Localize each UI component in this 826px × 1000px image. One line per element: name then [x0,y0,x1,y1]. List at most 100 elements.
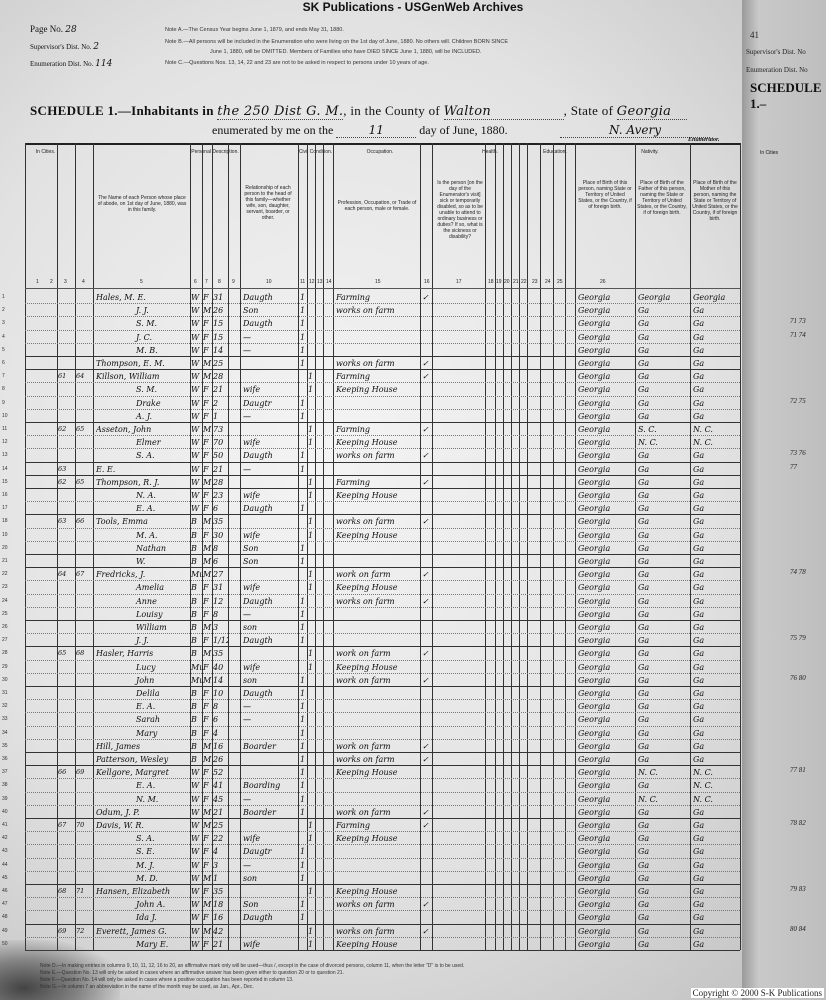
color: B [191,755,197,764]
person-name: Ida J. [136,913,157,923]
table-row: 20 Nathan B M 8 Son 1 Georgia Ga Ga [0,542,742,555]
person-name: Louisy [136,609,163,619]
column-rule [315,143,316,950]
occupation: works on farm [336,517,395,527]
relationship: wife [243,491,261,500]
person-name: Sarah [136,715,160,725]
age: 15 [213,332,224,342]
table-row: 21 W. B M 6 Son 1 Georgia Ga Ga [0,555,742,568]
unemployed-mark: ✓ [422,675,429,685]
age: 14 [213,675,224,685]
dwelling-number: 64 [58,570,67,579]
enumerator-label: Enumerator. [688,137,720,143]
occupation: works on farm [336,926,395,936]
column-rule [740,143,741,950]
column-number: 14 [326,279,332,285]
age: 27 [213,570,224,580]
row-rule [25,382,740,384]
sex: F [203,345,209,355]
color: W [191,939,200,949]
single-mark: 1 [300,451,306,461]
sex: M [203,821,212,830]
mother-birthplace: N. C. [693,794,713,804]
birthplace: Georgia [578,662,611,672]
enum-suffix: day of June, 1880. [419,123,508,137]
row-rule [25,857,740,859]
header-father-birthplace: Place of Birth of the Father of this per… [637,180,687,216]
column-rule [93,143,94,950]
column-rule [575,143,576,950]
relationship: wife [243,385,261,395]
color: W [191,477,200,487]
group-nativity: Nativity. [641,149,659,155]
row-number: 25 [2,610,8,617]
sex: F [203,847,209,857]
person-name: J. C. [136,332,153,342]
birthplace: Georgia [578,530,611,540]
occupation: works on farm [336,359,395,368]
birthplace: Georgia [578,702,611,712]
right-dwelling-number: 78 82 [790,819,806,827]
relationship: — [243,860,251,870]
mother-birthplace: Ga [693,913,705,923]
father-birthplace: N. C. [638,768,658,778]
column-number: 15 [375,279,381,285]
father-birthplace: Ga [638,807,650,817]
mother-birthplace: Ga [693,873,705,883]
age: 4 [213,847,219,857]
married-mark: 1 [308,939,314,949]
family-number: 65 [76,477,85,486]
sex: F [203,636,209,646]
header-occupation: Profession, Occupation, or Trade of each… [337,200,417,212]
father-birthplace: Ga [638,873,650,883]
mother-birthplace: Ga [693,491,705,500]
thumb-shadow [0,940,120,1000]
sex: F [203,794,209,804]
row-rule [25,752,740,753]
row-rule [25,514,740,516]
mother-birthplace: Ga [693,887,705,896]
row-number: 15 [2,478,8,485]
birthplace: Georgia [578,596,611,606]
right-page-number: 41 [750,30,759,40]
dwelling-number: 69 [58,926,67,935]
color: W [191,491,200,500]
father-birthplace: Ga [638,596,650,606]
table-row: 39 N. M. W F 45 — 1 Georgia N. C. N. C. [0,793,742,806]
color: W [191,464,200,474]
footnote-d: Note D.—In making entries in columns 9, … [40,963,465,969]
age: 1 [213,873,219,883]
married-mark: 1 [308,530,314,540]
row-number: 46 [2,888,8,894]
person-name: Amelia [136,583,164,593]
color: B [191,583,197,593]
right-dwelling-number: 75 79 [790,634,806,643]
row-number: 8 [2,386,5,393]
supervisor-label: Supervisor's Dist. No. [30,43,92,51]
column-rule [519,143,520,950]
row-rule [25,329,740,331]
person-name: E. A. [136,504,156,514]
column-rule [190,143,191,950]
table-row: 27 J. J. BF 1/12 Daugth 1 Georgia Ga Ga [0,634,742,647]
father-birthplace: Ga [638,543,650,553]
mother-birthplace: N. C. [693,425,713,434]
mother-birthplace: Ga [693,583,705,593]
mother-birthplace: Ga [693,821,705,830]
mother-birthplace: Ga [693,636,705,646]
table-row: 5 M. B. W F 14 — 1 Georgia Ga Ga [0,344,742,357]
sex: F [203,860,209,870]
person-name: Hales, M. E. [96,293,146,302]
relationship: wife [243,662,261,672]
person-name: E. A. [136,781,156,791]
header-birthplace: Place of Birth of this person, naming St… [578,180,632,210]
birthplace: Georgia [578,913,611,923]
state-label: , State of [563,103,614,118]
table-row: 24 Anne B F 12 Daugth 1 works on farm ✓ Georgia Ga… [0,595,742,608]
single-mark: 1 [300,623,306,632]
sex: F [203,596,209,606]
age: 6 [213,557,219,566]
mother-birthplace: Ga [693,359,705,368]
row-rule [25,316,740,318]
sex: M [203,543,212,553]
